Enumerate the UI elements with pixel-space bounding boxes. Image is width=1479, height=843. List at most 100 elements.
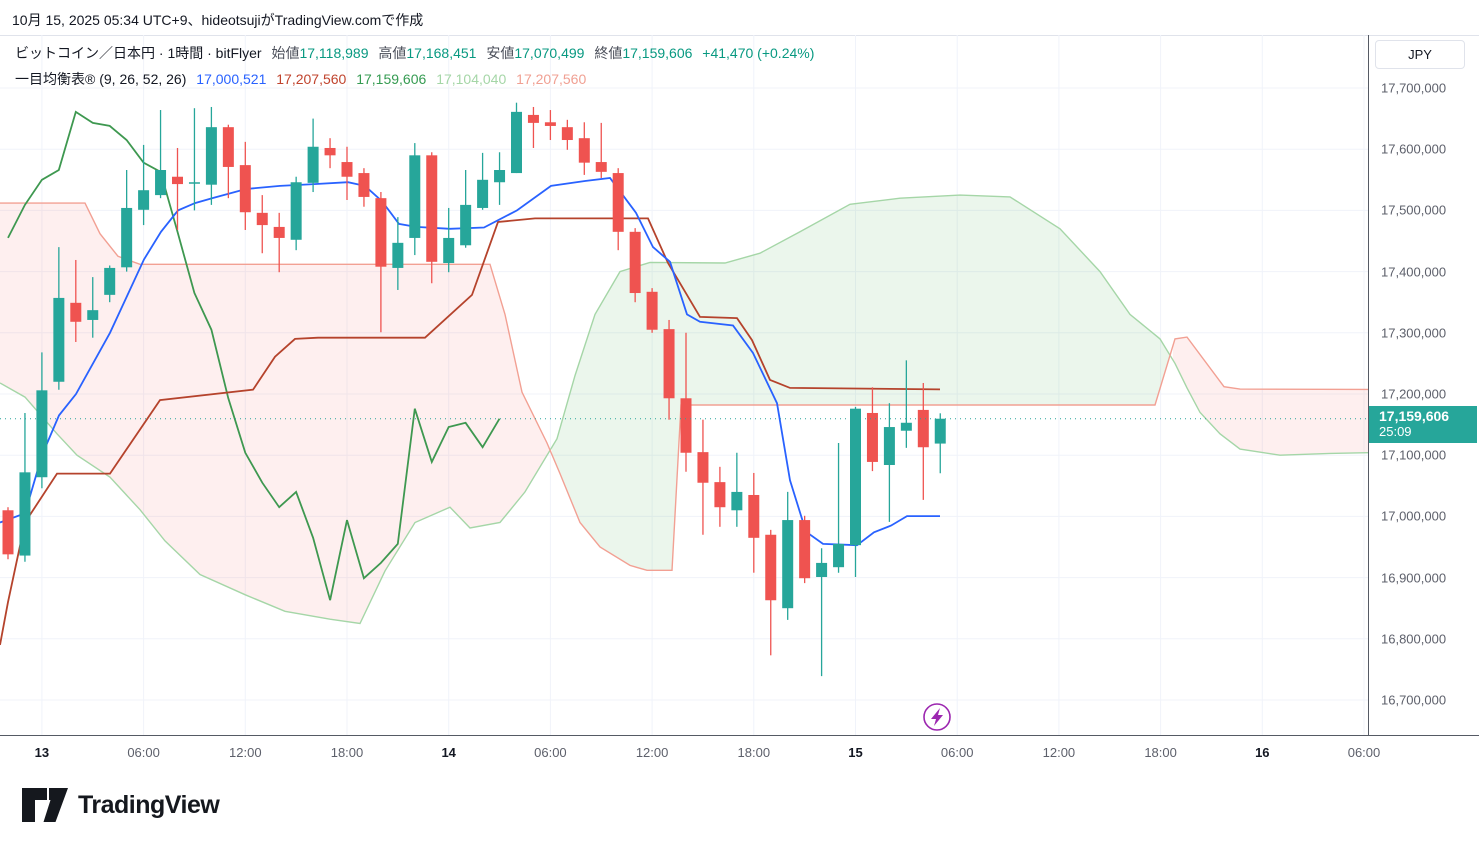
divider [0, 35, 1479, 36]
y-axis-label: 16,700,000 [1381, 692, 1447, 708]
time-axis[interactable]: 13 06:00 12:00 18:00 14 06:00 12:00 18:00 15 06:0… [0, 735, 1479, 771]
candle-body-up [850, 408, 861, 546]
low-value: 17,070,499 [514, 45, 585, 61]
close-value: 17,159,606 [622, 45, 693, 61]
candle-body-up [883, 427, 895, 465]
x-axis-label: 06:00 [1347, 745, 1381, 760]
candle-body-up [782, 520, 794, 609]
y-axis-label: 17,400,000 [1381, 264, 1447, 280]
candle-body-down [697, 452, 709, 483]
y-axis-label: 17,300,000 [1381, 325, 1447, 341]
chikou-value: 17,159,606 [356, 71, 427, 87]
candle-body-up [477, 179, 489, 208]
candle-body-down [799, 520, 811, 579]
x-axis-label: 13 [34, 745, 50, 760]
candle-body-up [307, 146, 319, 183]
indicator-params: (9, 26, 52, 26) [99, 71, 187, 87]
low-label: 安値 [486, 45, 515, 61]
y-axis-label: 17,000,000 [1381, 508, 1447, 524]
candle-body-down [765, 534, 777, 601]
candle-body-up [511, 111, 522, 174]
open-label: 始値 [271, 45, 300, 61]
candle-body-down [375, 198, 387, 267]
currency-button[interactable]: JPY [1375, 40, 1465, 69]
candle-body-down [646, 291, 658, 330]
indicator-title: 一目均衡表® [15, 71, 96, 87]
x-axis-label: 06:00 [534, 745, 567, 760]
candle-body-down [324, 147, 336, 156]
x-axis-label: 18:00 [1144, 745, 1177, 760]
candle-body-down [172, 176, 183, 185]
last-price-badge: 17,159,606 25:09 [1369, 405, 1477, 443]
candle-body-down [70, 302, 82, 322]
x-axis-label: 14 [441, 745, 456, 760]
x-axis-label: 16 [1255, 745, 1270, 760]
kumo-cloud-bearish [0, 203, 552, 624]
candlestick-chart[interactable] [0, 35, 1368, 735]
candle-body-down [595, 162, 607, 172]
candle-body-down [426, 155, 438, 262]
candle-body-up [900, 422, 912, 431]
high-value: 17,168,451 [406, 45, 477, 61]
leada-value: 17,104,040 [436, 71, 507, 87]
price-axis[interactable]: JPY 17,700,000 17,600,000 17,500,000 17,400… [1368, 35, 1479, 735]
symbol-legend-row[interactable]: ビットコイン／日本円 · 1時間 · bitFlyer 始値17,118,989… [15, 40, 814, 66]
candle-body-down [578, 138, 590, 163]
candle-body-down [2, 510, 14, 555]
bitflyer-lightning-icon [923, 703, 951, 731]
tradingview-logo-text: TradingView [78, 790, 220, 819]
ichimoku-lead-a-line [0, 194, 1368, 625]
candle-body-down [612, 173, 624, 232]
x-axis-label: 12:00 [635, 745, 669, 760]
candle-body-up [138, 190, 150, 210]
close-label: 終値 [594, 45, 623, 61]
ichimoku-tenkan-line [0, 177, 940, 547]
y-axis-label: 17,600,000 [1381, 141, 1447, 157]
y-axis-label: 17,700,000 [1381, 80, 1447, 96]
y-axis-label: 17,100,000 [1381, 447, 1447, 463]
candle-body-down [544, 122, 556, 126]
y-axis-label: 17,200,000 [1381, 386, 1447, 402]
y-axis-label: 16,800,000 [1381, 631, 1447, 647]
kijun-value: 17,207,560 [276, 71, 347, 87]
chart-legend: ビットコイン／日本円 · 1時間 · bitFlyer 始値17,118,989… [15, 40, 814, 92]
x-axis-label: 12:00 [1042, 745, 1076, 760]
candle-body-down [663, 329, 675, 399]
candle-body-up [934, 418, 946, 444]
candle-body-down [341, 162, 353, 177]
y-axis-label: 16,900,000 [1381, 570, 1447, 586]
y-axis-label: 17,500,000 [1381, 202, 1447, 218]
candle-body-up [121, 207, 133, 268]
high-label: 高値 [378, 45, 407, 61]
candle-body-up [19, 472, 31, 556]
candle-body-down [714, 482, 726, 508]
candle-body-up [155, 170, 167, 196]
x-axis-label: 18:00 [737, 745, 771, 760]
attribution-text: 10月 15, 2025 05:34 UTC+9、hideotsujiがTrad… [12, 12, 424, 28]
candle-body-up [494, 170, 506, 183]
symbol-title: ビットコイン／日本円 · 1時間 · bitFlyer [15, 45, 262, 61]
candle-body-up [104, 267, 116, 295]
kumo-cloud-bearish [1173, 337, 1368, 456]
kumo-cloud-bullish [552, 195, 1173, 571]
candle-body-down [256, 212, 268, 226]
candle-body-up [53, 297, 65, 382]
candle-body-up [392, 242, 404, 268]
candle-body-down [527, 114, 539, 123]
leadb-value: 17,207,560 [516, 71, 587, 87]
candle-body-up [188, 182, 200, 184]
last-price-value: 17,159,606 [1379, 407, 1450, 424]
candle-body-up [816, 562, 828, 577]
indicator-legend-row[interactable]: 一目均衡表® (9, 26, 52, 26) 17,000,521 17,207… [15, 66, 814, 92]
tradingview-logo[interactable]: TradingView [22, 788, 220, 822]
x-axis-label: 06:00 [127, 745, 160, 760]
ichimoku-kijun-line [0, 217, 941, 646]
candle-body-up [290, 182, 302, 240]
open-value: 17,118,989 [299, 45, 369, 61]
x-axis-label: 18:00 [330, 745, 364, 760]
candle-body-down [629, 231, 641, 294]
tenkan-value: 17,000,521 [196, 71, 267, 87]
candle-body-up [731, 491, 743, 511]
candle-body-up [409, 155, 421, 238]
candle-body-up [460, 204, 472, 246]
